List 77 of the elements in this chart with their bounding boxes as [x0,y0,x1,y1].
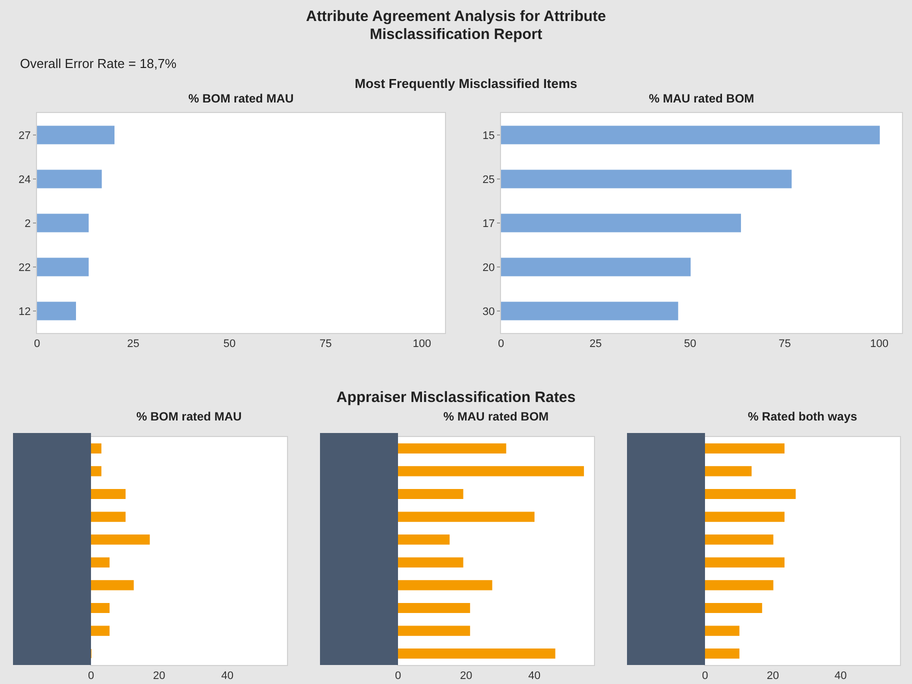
chart-title: % MAU rated BOM [443,409,549,424]
bar [91,512,126,522]
x-tick-label: 50 [223,338,236,350]
bar [91,443,102,454]
bar [501,302,678,320]
bar [398,443,506,454]
bar [398,648,556,659]
y-tick-label: 12 [18,306,31,318]
bar [91,626,110,636]
bar [705,534,774,545]
y-tick-label: 27 [18,130,31,142]
x-tick-label: 40 [834,670,847,682]
bar [398,626,470,636]
x-tick-label: 25 [127,338,140,350]
bar [398,557,464,568]
chart-title: % Rated both ways [748,409,858,424]
bar [398,512,535,522]
y-tick-label: 30 [482,306,495,318]
bar [705,488,796,500]
bar [37,170,102,188]
chart-title: % MAU rated BOM [648,91,754,106]
text: Appraiser Misclassification Rates [335,388,577,407]
bar [91,466,102,476]
bar [501,214,741,232]
bar [91,580,134,590]
x-tick-label: 75 [778,338,791,350]
bar [37,258,89,276]
text: Most Frequently Misclassified Items [354,76,578,91]
bar [705,557,785,568]
x-tick-label: 75 [320,338,332,350]
y-tick-label: 20 [482,262,495,274]
bar [37,126,114,144]
bar [501,258,691,276]
x-tick-label: 25 [589,338,602,350]
bar [91,557,110,568]
text: Overall Error Rate = 18,7% [20,56,176,71]
x-tick-label: 20 [460,670,472,682]
x-tick-label: 0 [88,670,94,682]
bar [705,602,762,614]
x-tick-label: 50 [684,338,696,350]
bar [501,170,792,188]
bar [705,512,785,522]
chart-title: % BOM rated MAU [188,91,294,106]
x-tick-label: 0 [702,670,708,682]
bar [398,602,470,614]
bar [398,488,464,500]
x-tick-label: 20 [766,670,779,682]
x-tick-label: 100 [870,338,888,350]
chart-title: % BOM rated MAU [136,409,242,424]
bar [501,126,880,144]
y-tick-label: 17 [482,218,495,230]
text: Attribute Agreement Analysis for Attribute Misclassification Report [304,7,608,44]
bar [91,534,150,545]
x-tick-label: 40 [528,670,540,682]
x-tick-label: 0 [394,670,402,682]
bar [398,534,450,545]
bar [705,626,740,636]
bar [37,302,76,320]
y-tick-label: 15 [482,130,495,142]
y-tick-label: 22 [18,262,31,274]
y-tick-label: 25 [482,174,495,186]
y-tick-label: 2 [24,218,31,230]
bar [398,466,584,476]
x-tick-label: 0 [34,338,40,350]
bar [705,580,774,590]
bar [91,488,126,500]
bar [398,580,492,590]
x-tick-label: 100 [412,338,432,350]
bar [705,466,752,476]
x-tick-label: 40 [221,670,234,682]
bar [705,443,785,454]
bar [91,602,110,614]
bar [37,214,89,232]
x-tick-label: 0 [498,338,504,350]
y-tick-label: 24 [18,174,31,186]
bar [705,648,740,659]
x-tick-label: 20 [153,670,166,682]
